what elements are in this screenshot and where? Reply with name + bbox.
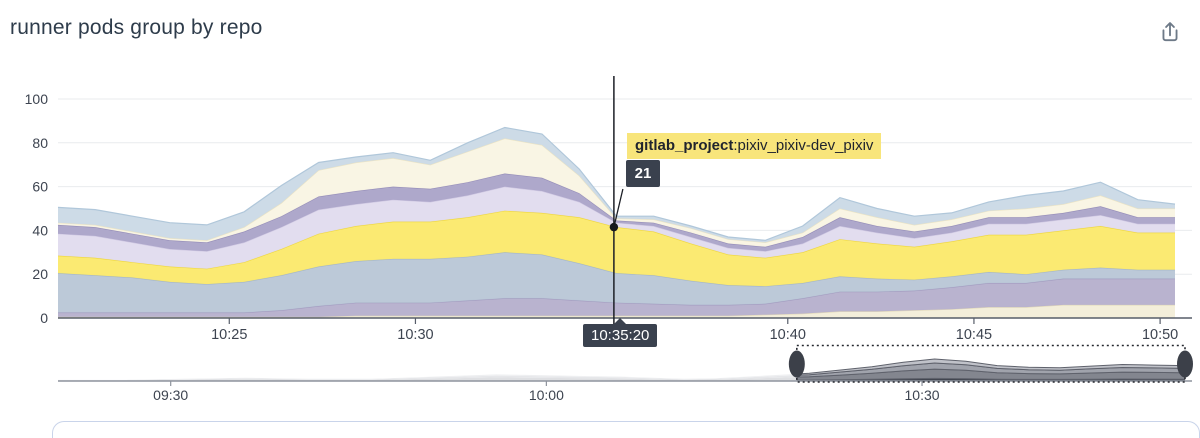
tooltip-label-key: gitlab_project — [635, 137, 734, 154]
area-series-0[interactable] — [58, 304, 1175, 318]
stacked-area-chart: 0 20 40 60 80 100 10:25 10:30 10:40 10:45 10:50 09:… — [25, 76, 1193, 403]
y-axis-tick-label: 100 — [25, 91, 49, 107]
hover-tooltip-series-label: gitlab_project:pixiv_pixiv-dev_pixiv — [627, 133, 882, 159]
adjacent-panel-top-edge — [52, 421, 1200, 438]
share-button[interactable] — [1156, 18, 1184, 46]
y-axis-tick-label: 40 — [32, 222, 48, 238]
y-axis-tick-label: 60 — [32, 179, 48, 195]
time-badge-pointer — [614, 318, 627, 324]
area-series-5[interactable] — [58, 173, 1175, 252]
area-series-2[interactable] — [58, 252, 1175, 313]
x-axis-tick-label: 10:40 — [770, 327, 806, 343]
minimap-area-dark-3 — [796, 358, 1185, 376]
minimap-tick-label: 09:30 — [153, 387, 188, 403]
area-series-group — [57, 126, 1176, 318]
y-axis-tick-label: 20 — [32, 266, 48, 282]
x-axis-tick-label: 10:30 — [397, 327, 433, 343]
tooltip-connector-line — [613, 188, 624, 228]
y-axis-tick-label: 0 — [40, 310, 48, 326]
share-icon — [1162, 22, 1178, 42]
hover-tooltip-value-badge: 21 — [626, 160, 660, 187]
x-axis-tick-label: 10:45 — [956, 327, 992, 343]
x-axis-tick-label: 10:50 — [1142, 327, 1178, 343]
minimap-area-dark-2 — [796, 362, 1185, 378]
page-title: runner pods group by repo — [10, 16, 263, 39]
time-badge-text: 10:35:20 — [591, 327, 650, 344]
tooltip-label-value: :pixiv_pixiv-dev_pixiv — [733, 137, 874, 154]
brush-handle-left[interactable] — [788, 350, 805, 378]
crosshair-time-badge: 10:35:20 — [583, 318, 658, 347]
x-axis-tick-label: 10:25 — [211, 327, 247, 343]
y-axis-tick-label: 80 — [32, 135, 48, 151]
hover-data-point — [609, 222, 619, 232]
area-series-3[interactable] — [58, 210, 1175, 287]
minimap-tick-label: 10:30 — [905, 387, 940, 403]
area-series-1[interactable] — [58, 278, 1175, 317]
minimap-tick-label: 10:00 — [529, 387, 564, 403]
brush-handle-right[interactable] — [1177, 350, 1193, 378]
area-series-7[interactable] — [58, 127, 1175, 243]
